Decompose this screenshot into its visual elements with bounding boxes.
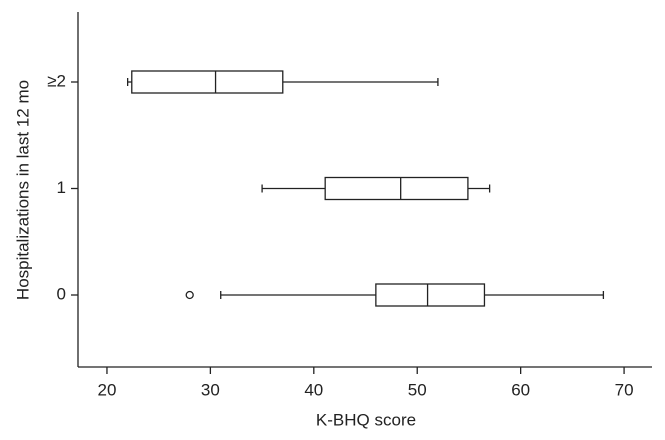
y-tick-label: 1 <box>57 178 66 197</box>
y-tick-label: ≥2 <box>47 71 66 90</box>
x-axis-title: K-BHQ score <box>316 410 416 429</box>
x-tick-label: 50 <box>408 380 427 399</box>
x-tick-label: 70 <box>615 380 634 399</box>
box <box>375 283 486 307</box>
y-tick-label: 0 <box>57 284 66 303</box>
y-axis-title: Hospitalizations in last 12 mo <box>13 80 32 300</box>
box <box>324 176 469 201</box>
x-tick-label: 60 <box>511 380 530 399</box>
x-tick-label: 20 <box>97 380 116 399</box>
x-tick-label: 40 <box>304 380 323 399</box>
box <box>131 70 284 94</box>
outlier <box>185 290 194 300</box>
x-tick-label: 30 <box>201 380 220 399</box>
